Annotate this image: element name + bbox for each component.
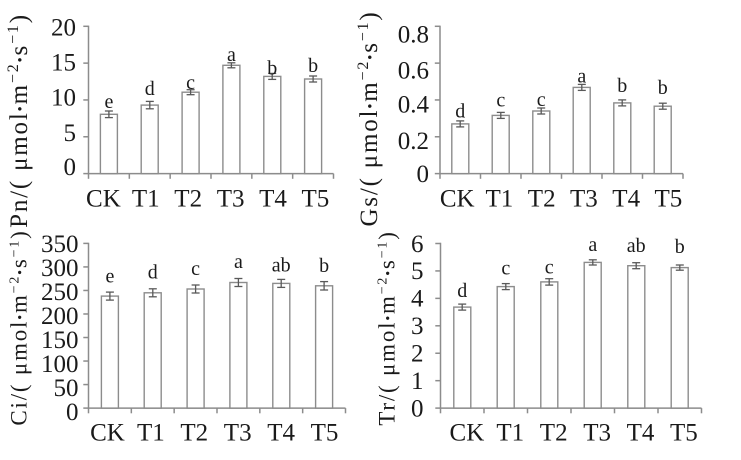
svg-text:CK: CK (90, 420, 125, 447)
svg-text:0: 0 (64, 154, 77, 181)
svg-text:350: 350 (41, 231, 79, 258)
svg-text:c: c (186, 72, 195, 94)
svg-text:CK: CK (450, 420, 485, 447)
svg-text:Tr/( μmol•m−2•s−1): Tr/( μmol•m−2•s−1) (375, 230, 400, 425)
svg-text:CK: CK (86, 186, 121, 213)
svg-text:2: 2 (411, 341, 424, 368)
svg-text:100: 100 (41, 351, 79, 378)
svg-text:b: b (308, 55, 318, 77)
svg-text:T2: T2 (180, 420, 208, 447)
svg-text:a: a (234, 251, 243, 273)
svg-text:15: 15 (51, 49, 76, 76)
svg-text:T2: T2 (174, 186, 202, 213)
svg-text:b: b (319, 255, 329, 277)
svg-text:c: c (496, 89, 505, 111)
svg-text:T1: T1 (496, 420, 524, 447)
svg-text:5: 5 (64, 120, 77, 147)
svg-text:Gs/( μmol•m−2•s−1): Gs/( μmol•m−2•s−1) (355, 10, 383, 226)
svg-text:4: 4 (411, 286, 424, 313)
svg-text:T5: T5 (302, 186, 330, 213)
svg-text:0: 0 (411, 395, 424, 422)
svg-text:c: c (501, 258, 510, 280)
svg-text:b: b (675, 236, 685, 258)
svg-text:Ci/( μmol•m−2•s−1): Ci/( μmol•m−2•s−1) (7, 229, 32, 425)
svg-text:T4: T4 (627, 420, 655, 447)
svg-text:T3: T3 (570, 186, 598, 213)
svg-text:200: 200 (41, 303, 79, 330)
svg-text:Pn/( μmol•m−2•s−1): Pn/( μmol•m−2•s−1) (5, 13, 33, 228)
svg-text:c: c (191, 258, 200, 280)
svg-text:T4: T4 (267, 420, 295, 447)
svg-text:3: 3 (411, 313, 424, 340)
svg-text:0.2: 0.2 (398, 128, 429, 155)
svg-text:b: b (617, 75, 627, 97)
svg-text:150: 150 (41, 327, 79, 354)
svg-text:0: 0 (417, 161, 430, 188)
svg-text:T2: T2 (528, 186, 556, 213)
svg-text:d: d (145, 78, 155, 100)
svg-text:b: b (658, 77, 668, 99)
svg-text:0: 0 (66, 399, 79, 426)
svg-text:0.4: 0.4 (398, 92, 430, 119)
svg-text:20: 20 (51, 14, 76, 41)
svg-text:c: c (545, 257, 554, 279)
svg-text:CK: CK (440, 186, 475, 213)
svg-text:5: 5 (411, 258, 424, 285)
svg-text:0.8: 0.8 (398, 22, 429, 49)
svg-text:T1: T1 (486, 186, 514, 213)
svg-text:c: c (537, 89, 546, 111)
svg-text:T4: T4 (612, 186, 640, 213)
svg-text:10: 10 (51, 84, 76, 111)
svg-text:50: 50 (54, 375, 79, 402)
svg-text:T1: T1 (132, 186, 160, 213)
svg-text:a: a (577, 65, 586, 87)
svg-text:6: 6 (411, 231, 424, 258)
svg-text:T2: T2 (540, 420, 568, 447)
svg-text:300: 300 (41, 255, 79, 282)
svg-text:T1: T1 (137, 420, 165, 447)
svg-text:a: a (588, 234, 597, 256)
svg-text:T3: T3 (583, 420, 611, 447)
svg-text:a: a (227, 44, 236, 66)
svg-text:T3: T3 (224, 420, 252, 447)
svg-text:e: e (104, 91, 113, 113)
svg-text:ab: ab (627, 235, 646, 257)
svg-text:e: e (105, 266, 114, 288)
svg-text:1: 1 (411, 368, 424, 395)
svg-text:b: b (267, 57, 277, 79)
svg-text:T5: T5 (655, 186, 683, 213)
svg-text:ab: ab (272, 254, 291, 276)
svg-text:T3: T3 (217, 186, 245, 213)
svg-text:d: d (457, 280, 467, 302)
svg-text:T4: T4 (259, 186, 287, 213)
svg-text:d: d (148, 261, 158, 283)
svg-text:250: 250 (41, 279, 79, 306)
svg-text:T5: T5 (670, 420, 698, 447)
svg-text:T5: T5 (311, 420, 339, 447)
svg-text:0.6: 0.6 (398, 57, 429, 84)
svg-text:d: d (455, 100, 465, 122)
